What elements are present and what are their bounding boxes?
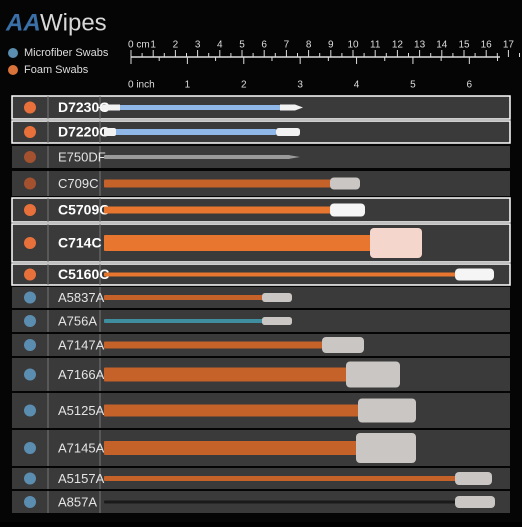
- cm-tick-label: 7: [284, 40, 290, 51]
- row-dot: [24, 368, 36, 381]
- swab-head: [104, 128, 116, 136]
- row-label: C709C: [58, 176, 98, 191]
- swab-tip: [288, 155, 300, 159]
- row-dot: [24, 204, 36, 216]
- swab-handle: [104, 179, 332, 188]
- row-dot: [24, 404, 36, 417]
- cm-tick-label: 5: [239, 40, 245, 51]
- swab-head: [455, 472, 492, 485]
- row-label: A7166A: [58, 367, 105, 382]
- cm-tick-label: 2: [173, 40, 179, 51]
- swab-head: [330, 177, 360, 190]
- swab-handle: [104, 295, 263, 300]
- row-label: C5160C: [58, 266, 109, 282]
- swab-head: [262, 293, 292, 302]
- swab-handle: [104, 476, 456, 481]
- row-label: C5709C: [58, 202, 109, 218]
- swab-tip: [98, 104, 120, 111]
- swab-handle: [104, 272, 456, 277]
- swab-head: [322, 337, 364, 353]
- cm-tick-label: 16: [481, 40, 493, 51]
- row-dot: [24, 442, 36, 454]
- row-dot: [24, 237, 36, 249]
- row-dot: [24, 268, 36, 281]
- row-dot: [24, 339, 36, 351]
- cm-tick-label: 10: [347, 40, 359, 51]
- cm-tick-label: 15: [458, 40, 470, 51]
- row-label: A5837A: [58, 290, 105, 305]
- swab-head: [370, 228, 422, 258]
- legend-dot: [8, 65, 18, 75]
- swab-head: [276, 128, 300, 136]
- swab-head: [330, 203, 365, 217]
- row-label: E750DF: [58, 149, 106, 164]
- row-dot: [24, 177, 36, 190]
- row-label: A756A: [58, 313, 97, 328]
- swab-handle: [104, 129, 276, 135]
- inch-tick-label: 3: [297, 80, 303, 91]
- row-label: A857A: [58, 494, 97, 509]
- swab-tip: [280, 104, 303, 111]
- swab-head: [358, 398, 416, 423]
- swab-handle: [104, 235, 372, 251]
- swab-head: [455, 268, 494, 281]
- inch-tick-label: 4: [354, 80, 360, 91]
- swab-handle: [104, 155, 290, 159]
- cm-tick-label: 11: [370, 40, 381, 51]
- cm-tick-label: 9: [328, 40, 334, 51]
- cm-tick-label: 4: [217, 40, 223, 51]
- cm-tick-label: 13: [414, 40, 426, 51]
- swab-handle: [104, 500, 456, 504]
- row-label: D7220C: [58, 124, 109, 140]
- legend-dot: [8, 48, 18, 58]
- cm-tick-label: 3: [195, 40, 201, 51]
- row-label: A5157A: [58, 471, 105, 486]
- swab-handle: [104, 404, 360, 417]
- row-dot: [24, 151, 36, 163]
- inch-tick-label: 5: [410, 80, 416, 91]
- swab-handle: [104, 105, 295, 110]
- legend-label: Microfiber Swabs: [24, 47, 109, 59]
- logo-text: Wipes: [40, 9, 107, 36]
- row-label: A7147A: [58, 337, 105, 352]
- row-label: D7230C: [58, 99, 109, 115]
- row-dot: [24, 472, 36, 485]
- inch-tick-label: 6: [467, 80, 473, 91]
- cm-tick-label: 6: [261, 40, 267, 51]
- cm-tick-label: 1: [150, 40, 156, 51]
- cm-tick-label: 14: [436, 40, 448, 51]
- swab-handle: [104, 341, 323, 349]
- swab-head: [346, 361, 400, 388]
- legend-label: Foam Swabs: [24, 64, 89, 76]
- inch-tick-label: 2: [241, 80, 247, 91]
- inch-tick-label: 1: [185, 80, 191, 91]
- logo-mark: AA: [5, 9, 41, 36]
- swab-handle: [104, 441, 358, 455]
- swab-handle: [104, 319, 263, 323]
- swab-head: [356, 433, 416, 463]
- row-dot: [24, 496, 36, 508]
- row-dot: [24, 126, 36, 138]
- inch-label: 0 inch: [128, 80, 155, 91]
- swab-handle: [104, 367, 348, 382]
- swab-head: [262, 317, 292, 325]
- swab-head: [455, 496, 495, 508]
- row-dot: [24, 315, 36, 327]
- cm-tick-label: 12: [392, 40, 404, 51]
- row-dot: [24, 101, 36, 114]
- cm-tick-label: 8: [306, 40, 312, 51]
- cm-label: 0 cm: [128, 40, 150, 51]
- row-label: A7145A: [58, 440, 105, 455]
- row-dot: [24, 291, 36, 304]
- row-label: A5125A: [58, 403, 105, 418]
- swab-handle: [104, 206, 332, 214]
- cm-tick-label: 17: [503, 40, 515, 51]
- row-label: C714C: [58, 235, 102, 251]
